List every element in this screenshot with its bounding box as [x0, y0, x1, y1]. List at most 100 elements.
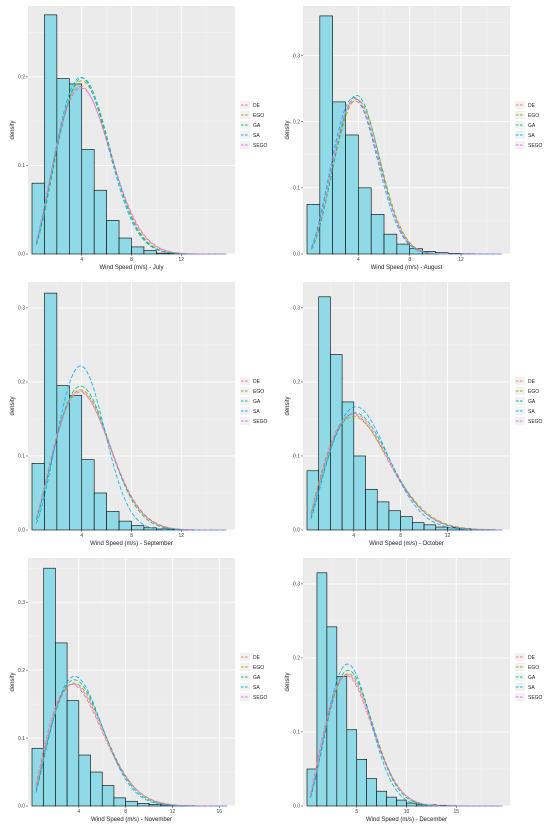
- chart-svg: 0.0 0.1 0.2 0.3 4 8 12 16 Wind Speed (m/s) - Nov…: [10, 558, 268, 823]
- legend-label: DE: [528, 103, 536, 109]
- chart-panel-november: 0.0 0.1 0.2 0.3 4 8 12 16 Wind Speed (m/s) - Nov…: [0, 552, 275, 828]
- legend-label: SEGO: [253, 695, 268, 701]
- histogram-bar: [346, 729, 358, 807]
- legend-label: SA: [528, 409, 535, 415]
- x-tick-label: 8: [130, 257, 133, 263]
- axes: 0.0 0.1 0.2 0.3 5 10 15: [293, 582, 459, 815]
- histogram-bar: [81, 149, 95, 255]
- histogram-bar: [388, 510, 401, 531]
- axes: 0.0 0.1 0.2 0.3 4 8 12: [18, 306, 184, 539]
- chart-panel-december: 0.0 0.1 0.2 0.3 5 10 15 Wind Speed (m/s) - Dece…: [275, 552, 550, 828]
- legend-label: DE: [253, 379, 261, 385]
- x-tick-label: 4: [77, 809, 80, 815]
- legend-label: EGO: [253, 665, 264, 671]
- axes: 0.0 0.1 0.2 4 8 12: [18, 75, 184, 263]
- fitted-curves: [311, 94, 502, 255]
- x-tick-label: 12: [170, 809, 176, 815]
- x-tick-label: 10: [404, 809, 410, 815]
- histogram-bar: [55, 642, 68, 807]
- x-tick-label: 12: [178, 533, 184, 539]
- legend-label: DE: [528, 379, 536, 385]
- x-tick-label: 5: [355, 809, 358, 815]
- histogram-bar: [78, 754, 91, 807]
- x-tick-label: 4: [357, 257, 360, 263]
- legend-label: SA: [253, 685, 260, 691]
- histogram-bar: [90, 771, 103, 807]
- histogram-bar: [131, 246, 145, 255]
- histogram-bar: [365, 488, 378, 531]
- axes: 0.0 0.1 0.2 0.3 4 8 12: [293, 53, 464, 263]
- legend-label: GA: [528, 675, 536, 681]
- legend-label: SA: [253, 409, 260, 415]
- legend-label: SA: [253, 133, 260, 139]
- y-axis-label: density: [285, 120, 291, 139]
- y-axis-label: density: [10, 396, 16, 415]
- histogram-bar: [137, 802, 150, 807]
- legend: DE EGO GA SA SEGO: [515, 101, 543, 149]
- legend-label: DE: [253, 655, 261, 661]
- histogram-bars: [306, 15, 488, 255]
- histogram-bar: [345, 134, 359, 255]
- histogram-bar: [118, 237, 132, 255]
- axes: 0.0 0.1 0.2 0.3 4 8 12: [293, 306, 450, 539]
- y-axis-label: density: [285, 396, 291, 415]
- curve-sa: [310, 406, 503, 531]
- chart-panel-august: 0.0 0.1 0.2 0.3 4 8 12 Wind Speed (m/s) - Augus…: [275, 0, 550, 276]
- y-tick-label: 0.2: [293, 119, 300, 125]
- histogram-bar: [386, 796, 397, 807]
- curve-sego: [35, 87, 227, 255]
- x-tick-label: 4: [352, 533, 355, 539]
- fitted-curves: [35, 675, 228, 807]
- y-tick-label: 0.0: [18, 252, 25, 258]
- histogram-bar: [69, 394, 83, 531]
- fitted-curves: [310, 406, 503, 531]
- y-tick-label: 0.1: [18, 454, 25, 460]
- histogram-bar: [101, 785, 115, 807]
- y-tick-label: 0.3: [293, 582, 300, 588]
- legend-label: GA: [253, 399, 261, 405]
- histogram-bar: [93, 492, 107, 531]
- y-tick-label: 0.2: [293, 656, 300, 662]
- legend: DE EGO GA SA SEGO: [240, 377, 268, 425]
- histogram-bar: [156, 252, 170, 255]
- histogram-bar: [376, 501, 390, 531]
- histogram-bar: [376, 790, 387, 807]
- histogram-bar: [69, 83, 83, 255]
- y-tick-label: 0.1: [293, 186, 300, 192]
- histogram-bar: [44, 292, 58, 531]
- histogram-bar: [316, 572, 328, 807]
- y-tick-label: 0.3: [18, 306, 25, 312]
- histogram-bar: [366, 778, 377, 807]
- histogram-bar: [44, 14, 58, 255]
- histogram-bar: [435, 526, 448, 531]
- x-tick-label: 4: [80, 257, 83, 263]
- legend-label: DE: [528, 655, 536, 661]
- histogram-bar: [43, 567, 56, 807]
- chart-panel-september: 0.0 0.1 0.2 0.3 4 8 12 Wind Speed (m/s) - Septe…: [0, 276, 275, 552]
- histogram-bar: [113, 797, 126, 807]
- y-tick-label: 0.3: [18, 600, 25, 606]
- legend-label: SEGO: [253, 419, 268, 425]
- legend-label: GA: [528, 399, 536, 405]
- x-tick-label: 12: [178, 257, 184, 263]
- y-tick-label: 0.3: [293, 306, 300, 312]
- legend-label: SA: [528, 133, 535, 139]
- histogram-bar: [56, 385, 70, 531]
- x-axis-label: Wind Speed (m/s) - October: [369, 541, 444, 547]
- y-tick-label: 0.0: [293, 528, 300, 534]
- legend-label: EGO: [528, 113, 539, 119]
- legend-label: EGO: [528, 665, 539, 671]
- x-tick-label: 8: [399, 533, 402, 539]
- histogram-bar: [125, 800, 138, 807]
- histogram-bar: [336, 676, 348, 807]
- legend: DE EGO GA SA SEGO: [515, 653, 543, 701]
- histogram-bar: [118, 520, 132, 531]
- legend-label: SEGO: [528, 419, 543, 425]
- x-tick-label: 12: [458, 257, 464, 263]
- chart-svg: 0.0 0.1 0.2 0.3 4 8 12 Wind Speed (m/s) - Augus…: [285, 6, 543, 271]
- histogram-bar: [356, 759, 367, 807]
- x-axis-label: Wind Speed (m/s) - September: [90, 541, 173, 547]
- chart-svg: 0.0 0.1 0.2 0.3 5 10 15 Wind Speed (m/s) - Dece…: [285, 558, 543, 823]
- curve-sego: [311, 98, 502, 255]
